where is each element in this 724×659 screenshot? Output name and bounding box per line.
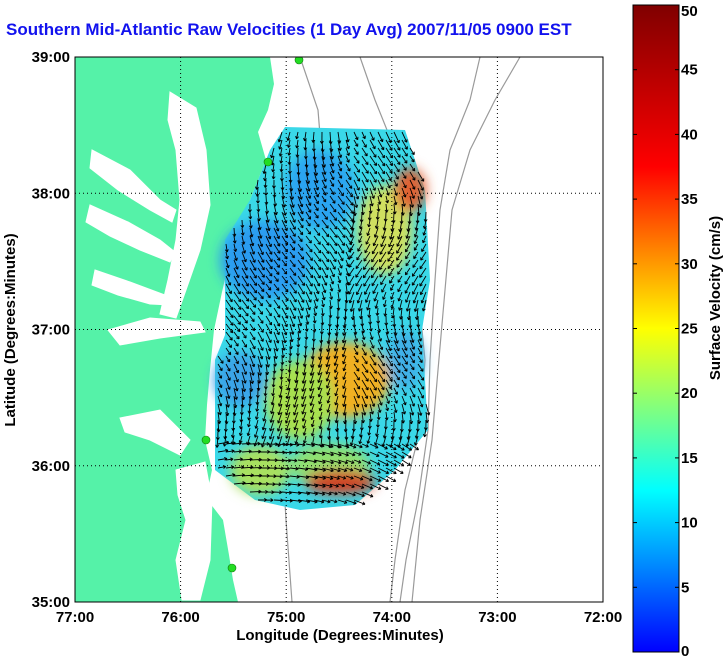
colorbar-tick-label: 0 [681, 643, 689, 659]
x-tick-label: 74:00 [373, 609, 411, 626]
colorbar-tick-label: 40 [681, 126, 698, 143]
colorbar-ticks: 0 5 10 15 20 25 30 35 40 45 50 [633, 3, 698, 659]
x-tick-label: 76:00 [161, 609, 199, 626]
y-tick-label: 38:00 [32, 185, 70, 202]
bay-water [85, 91, 213, 601]
radar-stations [201, 57, 304, 573]
x-tick-label: 72:00 [584, 609, 622, 626]
station-marker [263, 157, 273, 167]
station-marker [201, 435, 211, 445]
x-tick-labels: 77:00 76:00 75:00 74:00 73:00 72:00 [56, 609, 622, 626]
velocity-vectors [215, 131, 431, 506]
y-tick-label: 37:00 [32, 322, 70, 339]
y-tick-label: 35:00 [32, 594, 70, 611]
y-tick-label: 39:00 [32, 49, 70, 66]
colorbar-tick-label: 15 [681, 450, 698, 467]
colorbar [632, 4, 680, 653]
velocity-arrow-set [215, 131, 431, 506]
colorbar-tick-label: 30 [681, 256, 698, 273]
station-marker [294, 57, 304, 65]
map-title: Southern Mid-Atlantic Raw Velocities (1 … [6, 20, 572, 39]
velocity-field [214, 127, 431, 510]
colorbar-tick-label: 35 [681, 191, 698, 208]
colorbar-tick-label: 25 [681, 321, 698, 338]
x-axis-label: Longitude (Degrees:Minutes) [236, 627, 444, 644]
x-tick-label: 75:00 [267, 609, 305, 626]
colorbar-tick-label: 10 [681, 515, 698, 532]
axes-frame [74, 56, 604, 603]
colorbar-tick-label: 5 [681, 579, 689, 596]
station-marker [227, 563, 237, 573]
y-tick-label: 36:00 [32, 458, 70, 475]
colorbar-tick-label: 20 [681, 385, 698, 402]
colorbar-tick-label: 45 [681, 62, 698, 79]
map-layers [75, 57, 603, 602]
x-tick-label: 73:00 [478, 609, 516, 626]
x-tick-label: 77:00 [56, 609, 94, 626]
colorbar-label: Surface Velocity (cm/s) [707, 216, 724, 380]
y-axis-label: Latitude (Degrees:Minutes) [2, 233, 19, 426]
y-tick-labels: 39:00 38:00 37:00 36:00 35:00 [32, 49, 70, 611]
grid-lines [75, 57, 603, 602]
colorbar-tick-label: 50 [681, 3, 698, 20]
